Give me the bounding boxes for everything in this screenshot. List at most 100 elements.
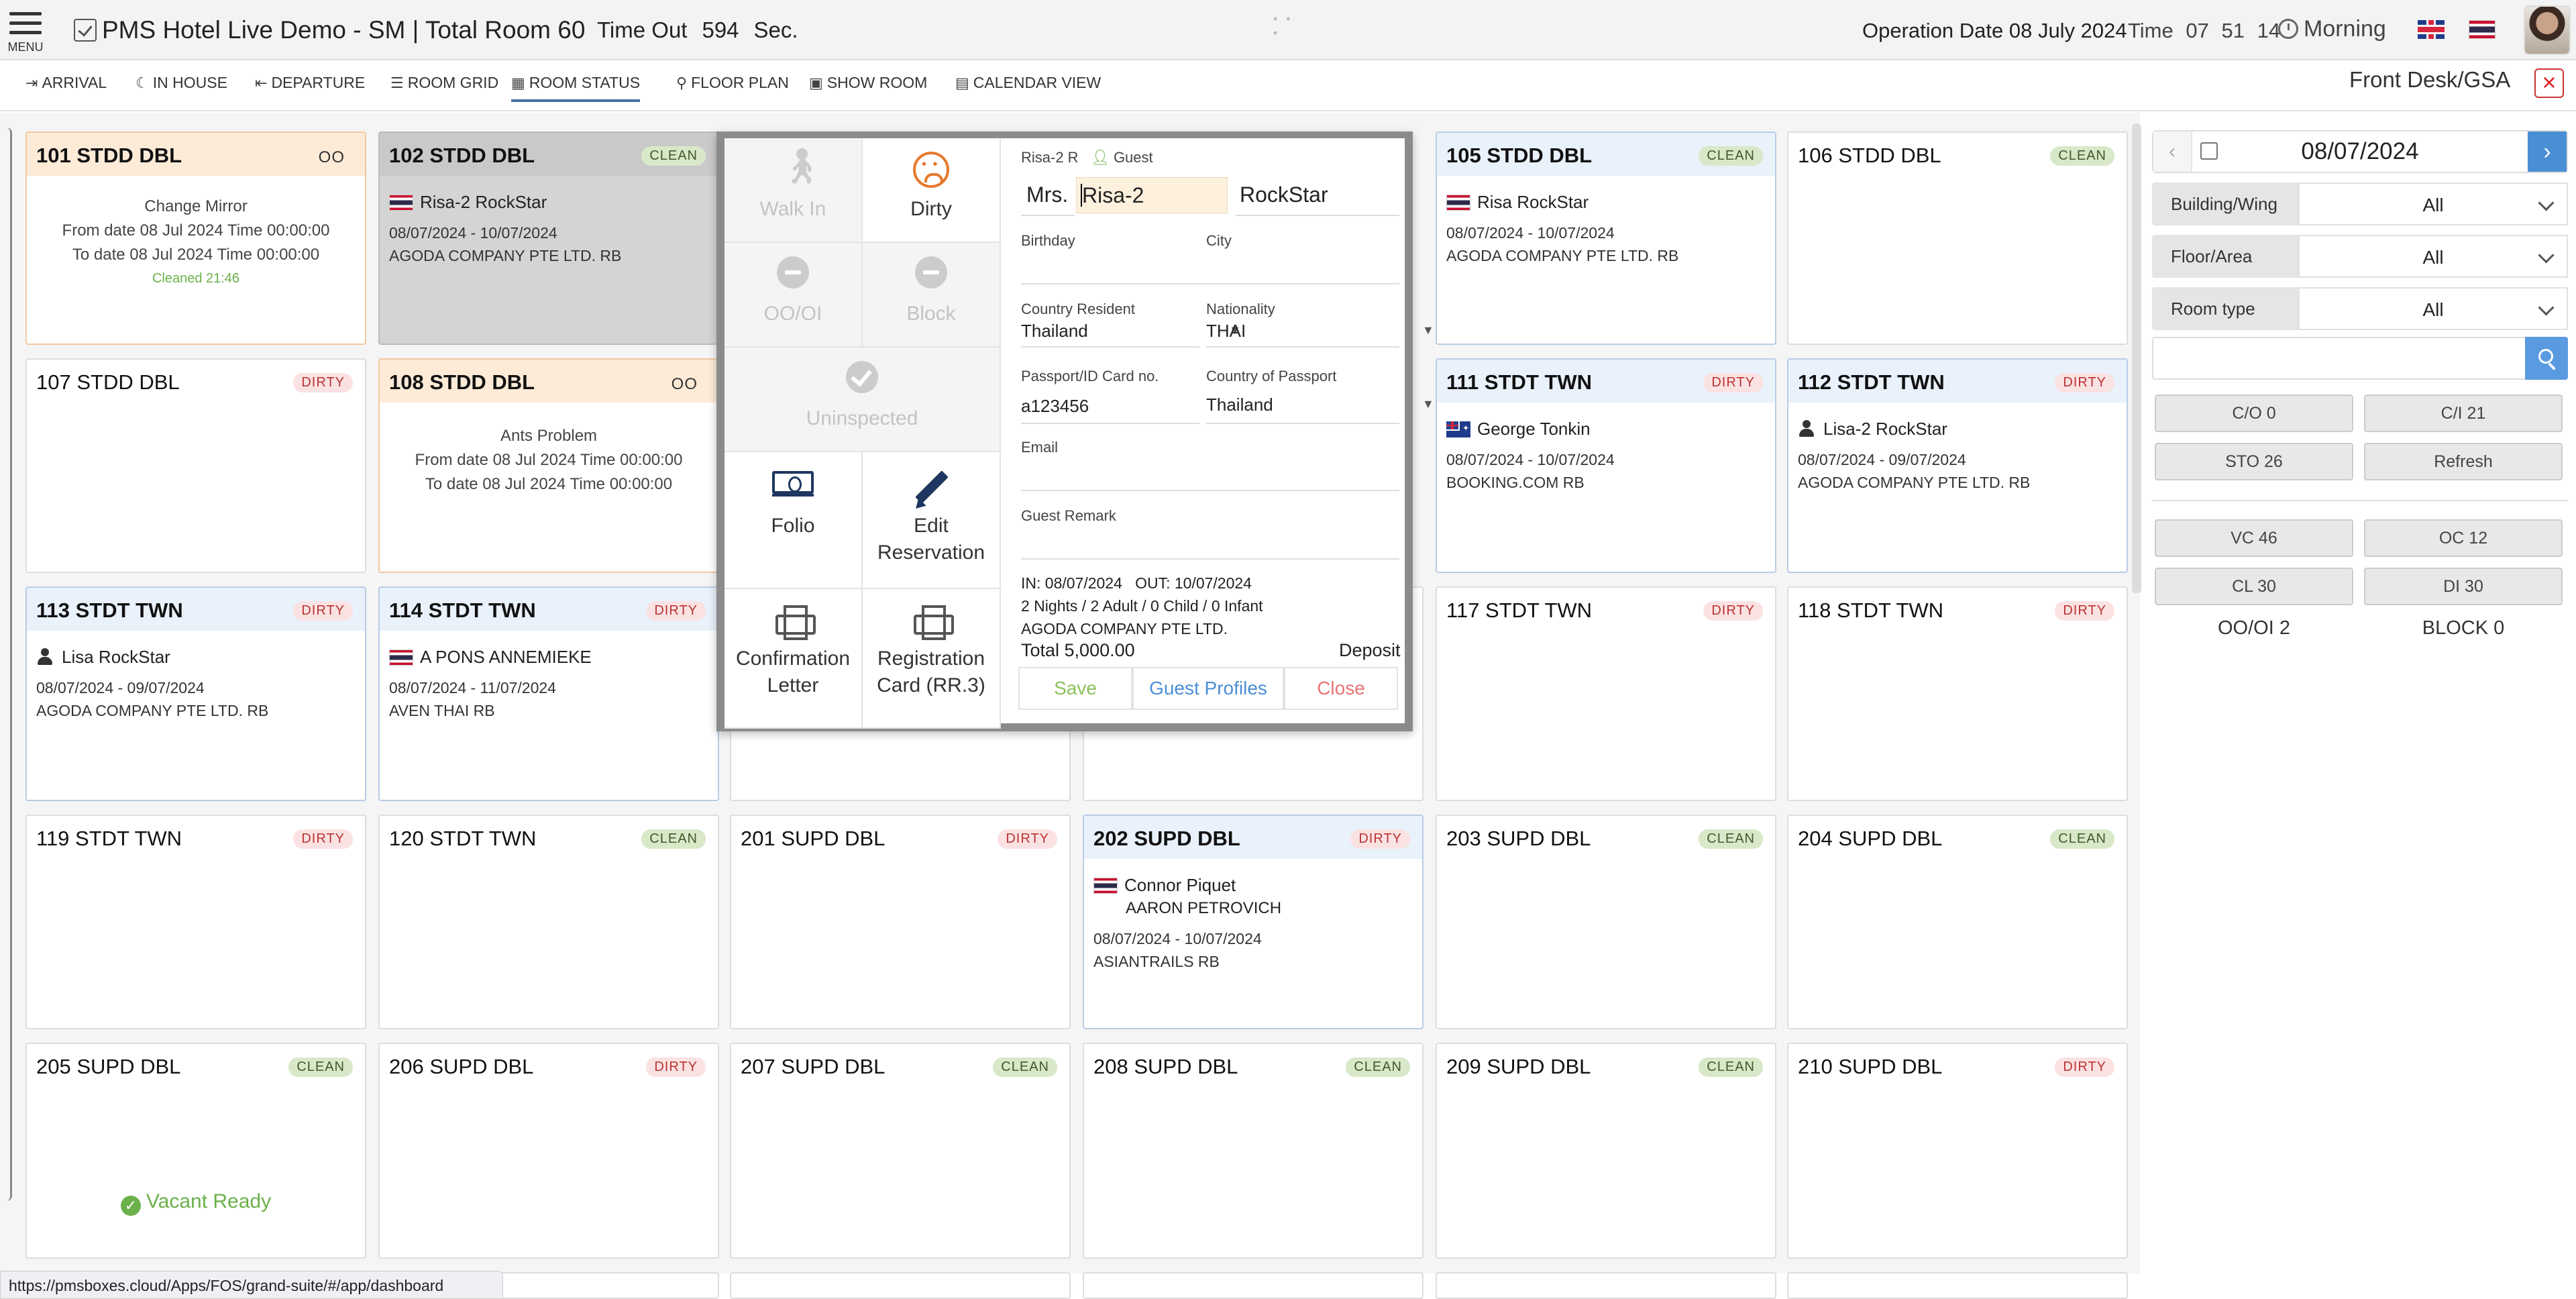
calendar-icon[interactable] (2200, 142, 2218, 160)
tab-calendar-view[interactable]: ▤ CALENDAR VIEW (955, 74, 1101, 102)
uk-flag-icon[interactable] (2418, 20, 2445, 39)
room-card-203[interactable]: 203 SUPD DBL CLEAN (1436, 815, 1776, 1029)
company: AVEN THAI RB (389, 702, 495, 719)
next-date-button[interactable]: › (2528, 132, 2567, 172)
filter-building-wing[interactable]: Building/Wing All (2152, 183, 2568, 225)
stayover-count-button[interactable]: STO 26 (2155, 443, 2353, 480)
country-passport-select[interactable]: Thailand (1206, 395, 1273, 415)
tab-room-status[interactable]: ▦ ROOM STATUS (511, 74, 641, 102)
room-card-111[interactable]: 111 STDT TWN DIRTY George Tonkin 08/07/20… (1436, 358, 1776, 573)
user-avatar[interactable] (2524, 5, 2571, 55)
room-card-205[interactable]: 205 SUPD DBL CLEAN ✓ Vacant Ready (25, 1043, 366, 1259)
room-card-113[interactable]: 113 STDT TWN DIRTY Lisa RockStar 08/07/20… (25, 586, 366, 801)
walk-in-button[interactable]: 🚶︎ Walk In (724, 138, 863, 243)
list-icon: ☰ (390, 74, 404, 91)
checkin-count-button[interactable]: C/I 21 (2364, 395, 2563, 432)
confirmation-letter-button[interactable]: Confirmation Letter (724, 589, 863, 729)
room-name: 113 STDT TWN (36, 599, 183, 622)
block-button[interactable]: Block (863, 243, 1001, 348)
calendar-icon: ▤ (955, 74, 969, 91)
guest-name: Lisa RockStar (36, 647, 170, 668)
drag-handle-icon[interactable]: • • • (1273, 12, 1293, 40)
room-card-202[interactable]: 202 SUPD DBL DIRTY Connor Piquet AARON PE… (1083, 815, 1424, 1029)
guest-profiles-button[interactable]: Guest Profiles (1132, 667, 1284, 710)
room-card-208[interactable]: 208 SUPD DBL CLEAN (1083, 1043, 1424, 1259)
room-card-106[interactable]: 106 STDD DBL CLEAN (1787, 132, 2128, 345)
nationality-select[interactable]: THAI (1206, 321, 1246, 341)
room-card-105[interactable]: 105 STDD DBL CLEAN Risa RockStar 08/07/20… (1436, 132, 1776, 345)
oooi-count[interactable]: OO/OI 2 (2218, 617, 2290, 639)
guest-name: A PONS ANNEMIEKE (389, 647, 592, 668)
room-card-114[interactable]: 114 STDT TWN DIRTY A PONS ANNEMIEKE 08/07… (378, 586, 719, 801)
room-card-207[interactable]: 207 SUPD DBL CLEAN (730, 1043, 1071, 1259)
save-button[interactable]: Save (1018, 667, 1132, 710)
edit-reservation-button[interactable]: Edit Reservation (863, 452, 1001, 589)
room-card-118[interactable]: 118 STDT TWN DIRTY (1787, 586, 2128, 801)
room-card-209[interactable]: 209 SUPD DBL CLEAN (1436, 1043, 1776, 1259)
uninspected-button[interactable]: Uninspected (724, 348, 1001, 452)
field-underline (1021, 346, 1199, 348)
clean-count-button[interactable]: CL 30 (2155, 568, 2353, 605)
room-header: 113 STDT TWN DIRTY (27, 588, 365, 631)
room-card-108[interactable]: 108 STDD DBL OO Ants Problem From date 08… (378, 358, 719, 573)
menu-button[interactable]: MENU (5, 7, 46, 54)
room-header: 204 SUPD DBL CLEAN (1788, 816, 2127, 859)
room-card-210[interactable]: 210 SUPD DBL DIRTY (1787, 1043, 2128, 1259)
tab-room-grid[interactable]: ☰ ROOM GRID (390, 74, 498, 102)
filter-select[interactable]: All (2298, 287, 2568, 330)
block-count[interactable]: BLOCK 0 (2422, 617, 2505, 639)
registration-card-button[interactable]: Registration Card (RR.3) (863, 589, 1001, 729)
title-field[interactable]: Mrs. (1026, 183, 1069, 207)
scrollbar[interactable] (2132, 123, 2141, 593)
filter-floor-area[interactable]: Floor/Area All (2152, 235, 2568, 278)
side-drawer-handle[interactable] (0, 127, 12, 1201)
dirty-count-button[interactable]: DI 30 (2364, 568, 2563, 605)
reservation-label: Reservation (877, 541, 985, 564)
set-dirty-button[interactable]: Dirty (863, 138, 1001, 243)
room-card-101[interactable]: 101 STDD DBL OO Change Mirror From date 0… (25, 132, 366, 345)
tab-departure[interactable]: ⇤ DEPARTURE (255, 74, 365, 102)
room-card-107[interactable]: 107 STDD DBL DIRTY (25, 358, 366, 573)
tab-label: ROOM GRID (407, 74, 499, 91)
oooi-button[interactable]: OO/OI (724, 243, 863, 348)
tab-show-room[interactable]: ▣ SHOW ROOM (809, 74, 927, 102)
checkout-count-button[interactable]: C/O 0 (2155, 395, 2353, 432)
search-icon[interactable] (2525, 337, 2568, 380)
room-card-120[interactable]: 120 STDT TWN CLEAN (378, 815, 719, 1029)
folio-button[interactable]: Folio (724, 452, 863, 589)
room-card-201[interactable]: 201 SUPD DBL DIRTY (730, 815, 1071, 1029)
thai-flag-icon[interactable] (2469, 20, 2496, 39)
vacant-clean-button[interactable]: VC 46 (2155, 519, 2353, 557)
refresh-button[interactable]: Refresh (2364, 443, 2563, 480)
tab-in-house[interactable]: ☾ IN HOUSE (136, 74, 227, 102)
first-name-input[interactable]: Risa-2 (1076, 177, 1228, 213)
filter-room-type[interactable]: Room type All (2152, 287, 2568, 330)
previous-date-button[interactable]: ‹ (2153, 132, 2192, 172)
room-card-119[interactable]: 119 STDT TWN DIRTY (25, 815, 366, 1029)
occupied-clean-button[interactable]: OC 12 (2364, 519, 2563, 557)
country-resident-select[interactable]: Thailand (1021, 321, 1088, 341)
room-note: Change Mirror (144, 197, 248, 215)
close-button[interactable]: Close (1284, 667, 1398, 710)
tab-arrival[interactable]: ⇥ ARRIVAL (25, 74, 107, 102)
close-icon[interactable]: × (2534, 68, 2564, 98)
filter-select[interactable]: All (2298, 235, 2568, 278)
second-guest-name: AARON PETROVICH (1126, 899, 1282, 917)
room-name: 111 STDT TWN (1446, 370, 1593, 394)
company: AGODA COMPANY PTE LTD. RB (389, 247, 622, 264)
guest-name-text: Lisa RockStar (62, 647, 170, 667)
search-input[interactable] (2152, 337, 2528, 380)
guest-name-text: George Tonkin (1477, 419, 1591, 439)
selected-date[interactable]: 08/07/2024 (2301, 138, 2419, 164)
room-card-102[interactable]: 102 STDD DBL CLEAN Risa-2 RockStar 08/07/… (378, 132, 719, 345)
room-name: 205 SUPD DBL (36, 1055, 181, 1078)
passport-input[interactable]: a123456 (1021, 396, 1089, 416)
room-card-117[interactable]: 117 STDT TWN DIRTY (1436, 586, 1776, 801)
tab-floor-plan[interactable]: ⚲ FLOOR PLAN (676, 74, 789, 102)
status-badge: OO (318, 148, 345, 166)
room-card-204[interactable]: 204 SUPD DBL CLEAN (1787, 815, 2128, 1029)
last-name-input[interactable]: RockStar (1240, 183, 1328, 207)
filter-select[interactable]: All (2298, 183, 2568, 225)
room-card-112[interactable]: 112 STDT TWN DIRTY Lisa-2 RockStar 08/07/… (1787, 358, 2128, 573)
room-card-206[interactable]: 206 SUPD DBL DIRTY (378, 1043, 719, 1259)
